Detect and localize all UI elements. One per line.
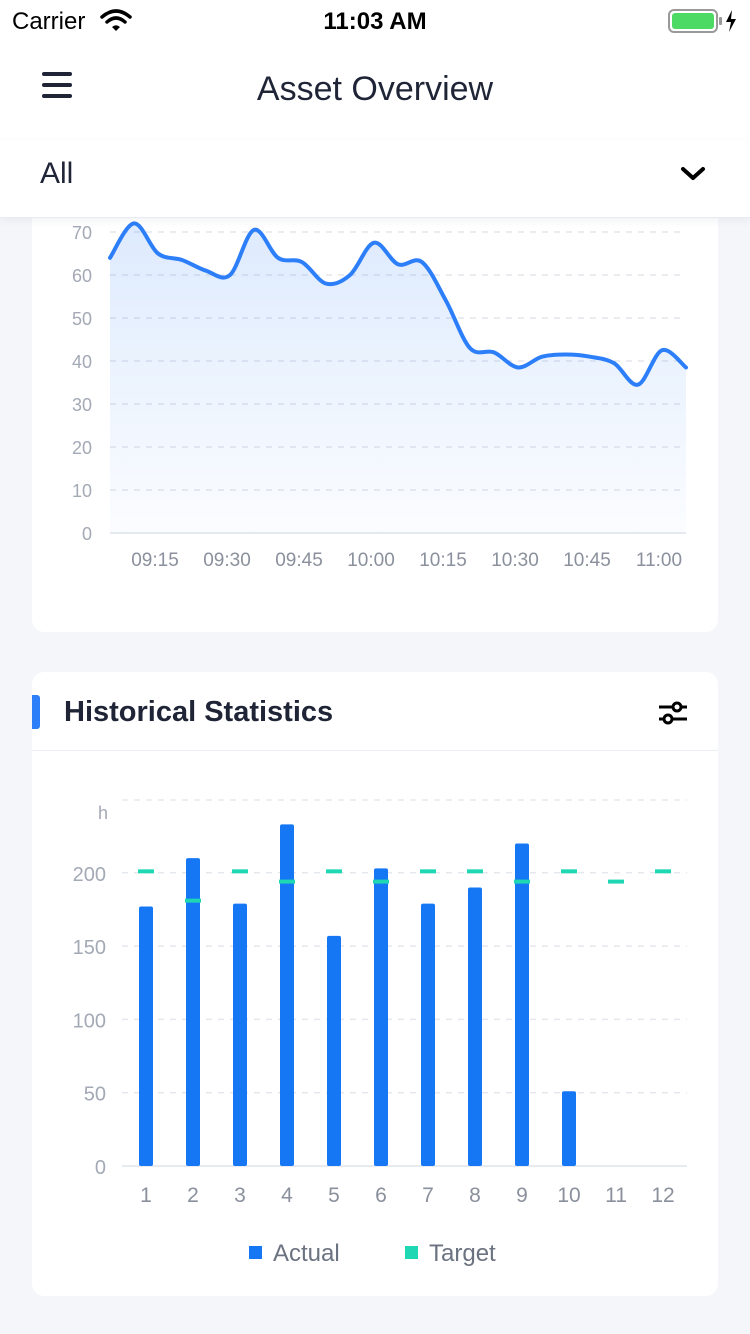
target-marker (326, 869, 342, 874)
nav-bar: Asset Overview (0, 40, 750, 140)
trend-line-chart: 0 10 20 30 40 50 60 70 09:15 09:30 09:45 10:00 10:15… (72, 221, 688, 571)
target-marker (279, 879, 295, 884)
section-title: Historical Statistics (64, 696, 334, 728)
target-marker (232, 869, 248, 874)
target-marker (420, 869, 436, 874)
y-tick-label: 10 (72, 481, 92, 501)
legend-actual-swatch (249, 1246, 262, 1259)
filter-settings-icon[interactable] (658, 700, 688, 731)
y-tick-label: 100 (73, 1010, 106, 1032)
x-tick-label: 3 (234, 1184, 246, 1207)
x-tick-label: 5 (328, 1184, 340, 1207)
card-divider (32, 750, 718, 751)
bar-actual (468, 887, 482, 1166)
x-tick-label: 10:00 (347, 550, 395, 571)
x-tick-label: 10 (557, 1184, 580, 1207)
x-tick-label: 1 (140, 1184, 152, 1207)
wifi-icon (100, 8, 132, 37)
battery-icon (668, 8, 740, 39)
filter-value: All (40, 157, 74, 190)
trend-chart-card: 0 10 20 30 40 50 60 70 09:15 09:30 09:45 10:00 10:15… (32, 190, 718, 632)
x-tick-label: 7 (422, 1184, 434, 1207)
area-fill (110, 223, 686, 533)
x-tick-label: 4 (281, 1184, 293, 1207)
y-tick-label: 200 (73, 864, 106, 886)
x-tick-label: 10:45 (563, 550, 611, 571)
bar-actual (233, 903, 247, 1166)
bar-actual (421, 903, 435, 1166)
target-marker (185, 898, 201, 903)
x-tick-label: 2 (187, 1184, 199, 1207)
legend-target-swatch (405, 1246, 418, 1259)
x-tick-label: 11 (605, 1184, 627, 1207)
x-tick-label: 6 (375, 1184, 387, 1207)
y-tick-label: 150 (73, 937, 106, 959)
y-unit-label: h (98, 803, 108, 823)
bar-actual (515, 843, 529, 1166)
y-tick-label: 0 (95, 1157, 106, 1179)
y-tick-label: 50 (72, 309, 92, 329)
x-tick-label: 10:15 (419, 550, 467, 571)
target-marker (561, 869, 577, 874)
x-tick-label: 9 (516, 1184, 528, 1207)
historical-statistics-card: Historical Statistics 0 50 100 150 200 h 1 2 3 4 5… (32, 672, 718, 1296)
chevron-down-icon (680, 166, 706, 187)
target-marker (373, 879, 389, 884)
y-tick-label: 20 (72, 438, 92, 458)
hamburger-menu-icon[interactable] (42, 72, 72, 98)
target-marker (467, 869, 483, 874)
clock: 11:03 AM (323, 8, 427, 35)
target-marker (608, 879, 624, 884)
legend-actual-label: Actual (273, 1240, 340, 1267)
target-marker (655, 869, 671, 874)
x-tick-label: 8 (469, 1184, 481, 1207)
bar-actual (562, 1091, 576, 1166)
status-bar: Carrier 11:03 AM (0, 0, 750, 40)
y-tick-label: 30 (72, 395, 92, 415)
x-tick-label: 09:15 (131, 550, 179, 571)
y-tick-label: 0 (82, 524, 92, 544)
target-marker (138, 869, 154, 874)
bar-actual (280, 824, 294, 1166)
bar-actual (327, 935, 341, 1166)
y-tick-label: 50 (84, 1084, 106, 1106)
x-tick-label: 09:45 (275, 550, 323, 571)
bar-actual (139, 906, 153, 1166)
x-tick-label: 11:00 (636, 550, 682, 571)
x-tick-label: 09:30 (203, 550, 251, 571)
carrier-label: Carrier (12, 8, 86, 35)
filter-dropdown[interactable]: All (0, 140, 750, 218)
section-accent-bar (32, 695, 40, 729)
page-title: Asset Overview (256, 70, 494, 108)
y-tick-label: 70 (72, 223, 92, 243)
bar-actual (186, 858, 200, 1166)
y-tick-label: 40 (72, 352, 92, 372)
target-marker (514, 879, 530, 884)
legend-target-label: Target (429, 1240, 496, 1267)
y-tick-label: 60 (72, 266, 92, 286)
x-tick-label: 12 (651, 1184, 674, 1207)
x-tick-label: 10:30 (491, 550, 539, 571)
bar-actual (374, 868, 388, 1166)
